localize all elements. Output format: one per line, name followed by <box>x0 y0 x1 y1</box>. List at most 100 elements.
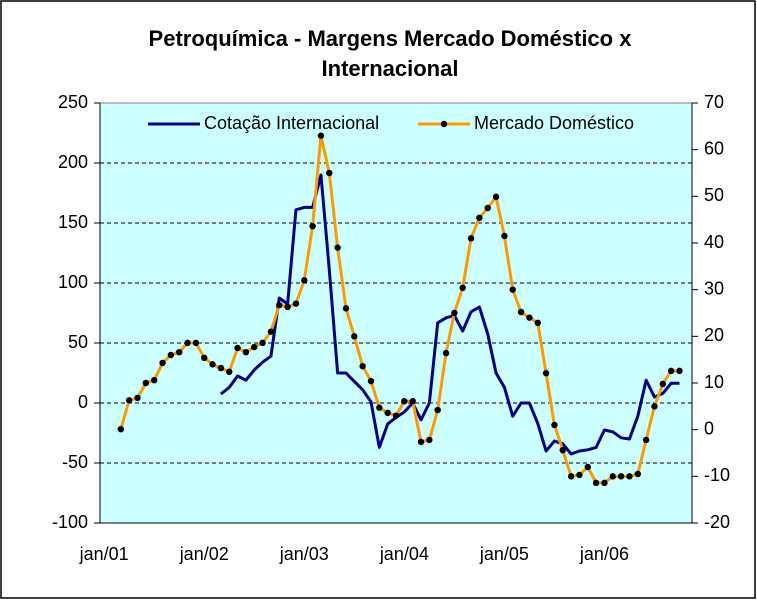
data-point <box>492 193 500 200</box>
data-point <box>176 349 183 356</box>
data-point <box>567 473 575 480</box>
x-tick-label: jan/01 <box>79 544 129 564</box>
y-tick-label: 50 <box>68 332 88 352</box>
data-point <box>125 397 133 404</box>
data-point <box>609 473 616 480</box>
legend-marker <box>440 120 448 128</box>
y-tick-label: 250 <box>58 92 88 112</box>
y2-tick-label: 70 <box>704 92 724 112</box>
data-point <box>426 436 433 444</box>
data-point <box>367 377 375 385</box>
y2-tick-label: -10 <box>704 465 730 485</box>
legend-label: Mercado Doméstico <box>474 113 634 133</box>
data-point <box>626 473 633 480</box>
data-point <box>226 368 233 375</box>
data-point <box>601 479 608 487</box>
data-point <box>351 333 358 340</box>
data-point <box>659 380 667 388</box>
data-point <box>326 169 333 177</box>
y2-tick-label: 40 <box>704 232 724 252</box>
data-point <box>451 309 458 317</box>
series-line <box>219 173 680 456</box>
data-point <box>501 232 508 240</box>
data-point <box>267 328 275 335</box>
data-point <box>517 308 525 316</box>
data-point <box>201 354 208 361</box>
data-point <box>317 132 325 139</box>
data-point <box>634 470 642 478</box>
y2-tick-label: -20 <box>704 512 730 532</box>
data-point <box>392 412 400 419</box>
data-point <box>117 426 125 433</box>
x-tick-label: jan/05 <box>479 544 529 564</box>
y-tick-label: -50 <box>62 452 88 472</box>
data-point <box>534 319 541 326</box>
data-point <box>259 339 266 347</box>
data-point <box>301 277 308 284</box>
data-point <box>576 471 583 479</box>
data-point <box>651 403 658 410</box>
data-point <box>642 436 650 444</box>
y2-tick-label: 10 <box>704 372 724 392</box>
data-point <box>409 398 416 405</box>
x-tick-label: jan/06 <box>579 544 629 564</box>
data-point <box>592 479 600 487</box>
y2-tick-label: 20 <box>704 325 724 345</box>
legend-label: Cotação Internacional <box>204 113 379 133</box>
data-point <box>542 370 550 377</box>
data-point <box>251 343 258 351</box>
y-tick-label: -100 <box>52 512 88 532</box>
data-point <box>184 339 191 347</box>
data-point <box>509 286 516 293</box>
data-point <box>167 351 175 359</box>
data-point <box>192 339 200 347</box>
y-tick-label: 0 <box>78 392 88 412</box>
data-point <box>401 398 408 405</box>
x-tick-label: jan/04 <box>379 544 429 564</box>
data-point <box>442 349 450 357</box>
plot-area <box>99 102 693 524</box>
data-point <box>334 244 341 251</box>
data-point <box>434 406 441 414</box>
y-tick-label: 200 <box>58 152 88 172</box>
data-point <box>209 361 216 368</box>
data-point <box>526 314 533 321</box>
data-point <box>384 409 391 417</box>
data-point <box>459 284 466 291</box>
data-point <box>376 404 383 411</box>
data-point <box>292 300 300 307</box>
data-point <box>234 344 241 352</box>
y2-tick-label: 50 <box>704 185 724 205</box>
y2-tick-label: 60 <box>704 138 724 158</box>
y-tick-label: 100 <box>58 272 88 292</box>
data-point <box>667 367 675 375</box>
data-point <box>242 349 250 356</box>
data-point <box>284 303 291 311</box>
data-point <box>559 447 566 454</box>
x-tick-label: jan/02 <box>179 544 229 564</box>
data-point <box>417 438 425 445</box>
data-point <box>676 367 683 375</box>
chart-title: Petroquímica - Margens Mercado Doméstico… <box>148 26 632 81</box>
data-point <box>467 235 475 242</box>
data-point <box>134 394 141 402</box>
data-point <box>276 301 283 309</box>
x-tick-label: jan/03 <box>279 544 329 564</box>
data-point <box>584 463 591 471</box>
data-point <box>476 214 483 221</box>
y2-tick-label: 0 <box>704 418 714 438</box>
y2-tick-label: 30 <box>704 278 724 298</box>
data-point <box>617 473 625 480</box>
data-point <box>142 379 150 387</box>
data-point <box>309 223 316 230</box>
y-tick-label: 150 <box>58 212 88 232</box>
data-point <box>359 363 366 370</box>
data-point <box>551 421 558 429</box>
data-point <box>159 359 166 367</box>
data-point <box>484 204 491 212</box>
data-point <box>150 377 158 384</box>
data-point <box>217 364 225 372</box>
data-point <box>342 305 350 312</box>
